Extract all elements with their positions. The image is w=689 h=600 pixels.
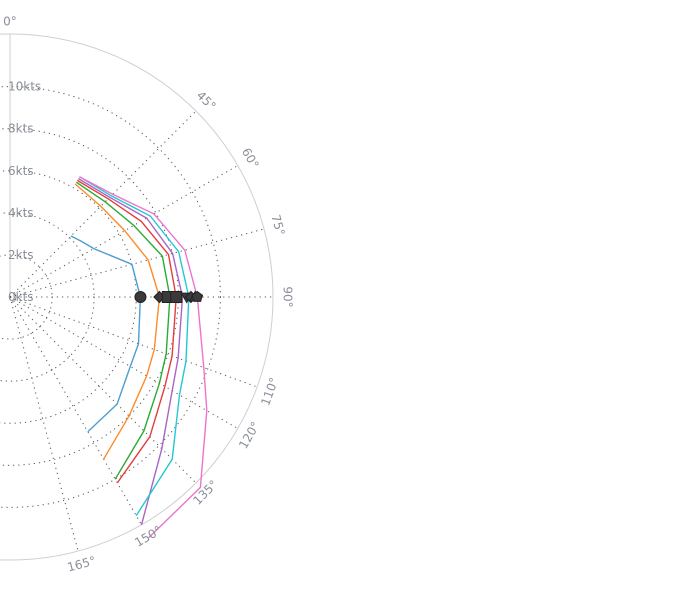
angle-label: 45° <box>194 88 219 113</box>
marker-square-4 <box>170 291 183 303</box>
series-line-4 <box>76 179 177 484</box>
ray-165 <box>9 296 79 552</box>
radial-tick-label: 2kts <box>8 248 34 262</box>
series-line-1 <box>70 235 142 433</box>
radial-tick-label: 0kts <box>8 290 34 304</box>
radial-tick-label: 10kts <box>8 80 41 94</box>
series-line-2 <box>74 183 161 460</box>
angle-label: 110° <box>258 376 281 408</box>
ray-135 <box>9 296 197 484</box>
ray-150 <box>9 296 142 526</box>
series-line-7 <box>79 176 208 539</box>
ring-10 <box>0 86 221 508</box>
ray-75 <box>9 228 265 298</box>
angle-label: 0° <box>3 15 17 29</box>
ray-120 <box>9 296 239 429</box>
radial-tick-label: 8kts <box>8 122 34 136</box>
angle-label: 60° <box>239 146 262 171</box>
marker-pentagon-8 <box>191 290 204 302</box>
ray-45 <box>9 110 197 298</box>
series-line-5 <box>78 177 184 525</box>
angle-label: 135° <box>190 477 220 507</box>
radial-tick-label: 6kts <box>8 164 34 178</box>
ray-110 <box>9 296 258 388</box>
angle-label: 165° <box>66 554 98 575</box>
label-layer: 0kts 2kts 4kts 6kts 8kts 10kts 0° 45° 60° 75° 90° 1… <box>3 15 294 575</box>
radial-tick-label: 4kts <box>8 206 34 220</box>
angle-label: 75° <box>269 213 288 237</box>
angle-label: 90° <box>281 286 295 307</box>
marker-layer <box>134 290 204 304</box>
marker-circle-1 <box>134 291 147 303</box>
series-layer <box>70 176 208 539</box>
ray-60 <box>9 165 239 298</box>
